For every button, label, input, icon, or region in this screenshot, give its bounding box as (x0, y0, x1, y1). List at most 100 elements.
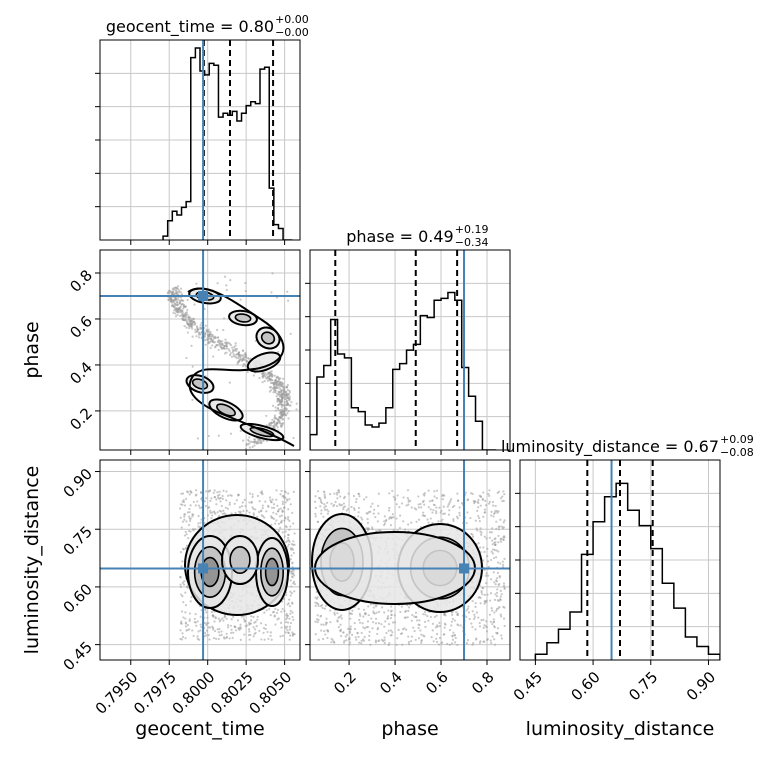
sample-point (347, 507, 350, 511)
sample-point (284, 491, 287, 494)
sample-point (179, 503, 182, 506)
sample-point (289, 332, 292, 335)
sample-point (207, 341, 210, 344)
sample-point (188, 612, 192, 615)
sample-point (264, 372, 267, 375)
sample-point (287, 543, 290, 546)
sample-point (280, 489, 283, 493)
sample-point (500, 615, 503, 618)
sample-point (417, 626, 420, 630)
sample-point (195, 335, 198, 338)
sample-point (330, 502, 333, 505)
sample-point (179, 291, 182, 294)
sample-point (289, 621, 293, 625)
sample-point (494, 509, 497, 513)
sample-point (466, 498, 470, 501)
sample-point (258, 510, 261, 514)
y-tick-label: 0.2 (66, 404, 96, 434)
sample-point (197, 504, 201, 507)
sample-point (441, 493, 444, 497)
sample-point (325, 508, 329, 511)
sample-point (225, 351, 228, 354)
sample-point (352, 494, 356, 498)
sample-point (430, 636, 433, 639)
sample-point (254, 631, 257, 634)
sample-point (217, 514, 221, 517)
sample-point (209, 626, 212, 629)
sample-point (179, 516, 182, 519)
sample-point (233, 625, 236, 628)
sample-point (260, 372, 264, 375)
panel-phase-vs-luminosity_distance (310, 460, 510, 660)
sample-point (317, 604, 320, 607)
sample-point (496, 588, 499, 591)
sample-point (284, 516, 287, 519)
sample-point (345, 509, 348, 512)
sample-point (252, 635, 255, 638)
sample-point (288, 391, 291, 394)
sample-point (187, 523, 191, 527)
sample-point (205, 629, 209, 632)
sample-point (250, 501, 253, 504)
sample-point (451, 613, 454, 616)
sample-point (485, 537, 488, 540)
sample-point (499, 497, 503, 500)
sample-point (261, 381, 264, 384)
sample-point (258, 376, 261, 380)
sample-point (255, 624, 258, 628)
sample-point (286, 396, 290, 400)
sample-point (328, 493, 332, 496)
sample-point (244, 447, 248, 450)
sample-point (217, 434, 220, 437)
sample-point (457, 499, 460, 502)
sample-point (420, 633, 423, 636)
sample-point (197, 525, 200, 528)
sample-point (342, 641, 346, 644)
sample-point (208, 332, 211, 336)
sample-point (173, 292, 176, 296)
sample-point (488, 613, 492, 616)
sample-point (491, 609, 494, 612)
sample-point (483, 511, 486, 514)
sample-point (391, 631, 394, 634)
sample-point (248, 623, 251, 626)
sample-point (285, 627, 288, 630)
sample-point (495, 549, 498, 552)
sample-point (383, 641, 386, 645)
sample-point (360, 631, 363, 635)
sample-point (314, 512, 317, 515)
sample-point (324, 633, 327, 636)
sample-point (198, 506, 202, 509)
sample-point (199, 327, 202, 330)
sample-point (340, 617, 343, 620)
sample-point (455, 515, 459, 518)
sample-point (490, 641, 493, 645)
sample-point (499, 613, 502, 616)
sample-point (208, 337, 211, 340)
sample-point (354, 636, 357, 639)
sample-point (483, 535, 486, 538)
sample-point (283, 519, 286, 522)
sample-point (281, 392, 284, 395)
sample-point (196, 326, 199, 329)
sample-point (213, 496, 216, 499)
sample-point (500, 637, 504, 640)
sample-point (272, 383, 275, 386)
sample-point (288, 519, 291, 522)
sample-point (473, 616, 476, 619)
histogram-luminosity_distance (520, 460, 720, 660)
sample-point (193, 617, 196, 620)
sample-point (263, 638, 266, 641)
sample-point (178, 289, 181, 292)
sample-point (431, 499, 434, 502)
sample-point (188, 324, 191, 328)
sample-point (229, 352, 232, 355)
sample-point (438, 636, 442, 640)
sample-point (416, 619, 419, 622)
sample-point (176, 288, 180, 291)
sample-point (284, 394, 288, 397)
sample-point (493, 598, 497, 601)
sample-point (491, 500, 495, 504)
sample-point (177, 309, 180, 312)
sample-point (501, 560, 505, 563)
